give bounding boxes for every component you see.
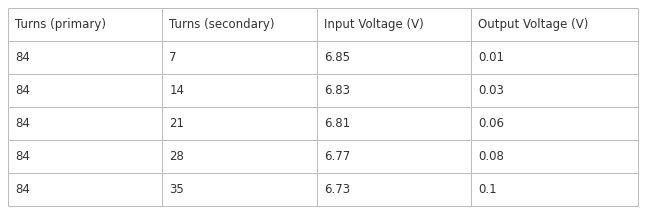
- Text: 84: 84: [15, 150, 30, 163]
- Text: 7: 7: [169, 51, 177, 64]
- Text: Output Voltage (V): Output Voltage (V): [478, 18, 589, 31]
- Text: Input Voltage (V): Input Voltage (V): [324, 18, 423, 31]
- Text: 0.01: 0.01: [478, 51, 504, 64]
- Text: 0.06: 0.06: [478, 117, 504, 130]
- Text: 0.1: 0.1: [478, 183, 497, 196]
- Text: 84: 84: [15, 117, 30, 130]
- Text: 0.08: 0.08: [478, 150, 504, 163]
- Text: 6.81: 6.81: [324, 117, 350, 130]
- Text: 84: 84: [15, 51, 30, 64]
- Text: Turns (secondary): Turns (secondary): [169, 18, 275, 31]
- Text: 14: 14: [169, 84, 184, 97]
- Text: 6.85: 6.85: [324, 51, 349, 64]
- Text: 35: 35: [169, 183, 184, 196]
- Text: 6.77: 6.77: [324, 150, 350, 163]
- Text: 84: 84: [15, 84, 30, 97]
- Text: 21: 21: [169, 117, 184, 130]
- Text: Turns (primary): Turns (primary): [15, 18, 106, 31]
- Text: 84: 84: [15, 183, 30, 196]
- Text: 6.83: 6.83: [324, 84, 349, 97]
- Text: 0.03: 0.03: [478, 84, 504, 97]
- Text: 28: 28: [169, 150, 184, 163]
- Text: 6.73: 6.73: [324, 183, 350, 196]
